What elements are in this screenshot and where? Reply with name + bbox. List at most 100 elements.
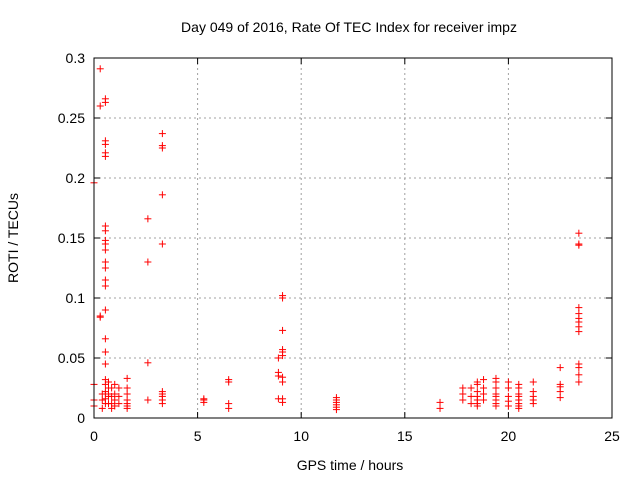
data-point [96,65,104,73]
data-point [101,360,109,368]
data-point [123,384,131,392]
data-point [504,402,512,410]
data-point [467,384,475,392]
data-point [101,152,109,160]
data-point [158,144,166,152]
data-point [575,241,583,249]
data-point [105,378,113,386]
data-point [480,396,488,404]
y-tick-label: 0.2 [66,170,86,186]
data-point [575,371,583,379]
data-point [279,294,287,302]
data-point [96,102,104,110]
data-point [274,354,282,362]
data-point [158,240,166,248]
data-point [144,258,152,266]
data-point [459,390,467,398]
data-point [515,404,523,412]
data-point [473,402,481,410]
data-point [98,404,106,412]
x-tick-label: 15 [397,428,413,444]
x-axis-label: GPS time / hours [297,457,404,473]
data-point [101,306,109,314]
data-point [529,378,537,386]
data-point [504,378,512,386]
y-tick-label: 0.25 [58,110,85,126]
data-point [101,246,109,254]
data-point [492,378,500,386]
data-point [480,376,488,384]
data-point [279,398,287,406]
data-point [115,400,123,408]
data-point [101,98,109,106]
data-point [467,392,475,400]
y-tick-label: 0 [77,410,85,426]
data-point [274,372,282,380]
data-point [556,394,564,402]
y-tick-label: 0.15 [58,230,85,246]
data-point [200,398,208,406]
data-point [111,402,119,410]
data-point [575,304,583,312]
data-point [436,398,444,406]
data-point [556,364,564,372]
data-point [467,400,475,408]
data-point [480,390,488,398]
data-point [101,348,109,356]
data-point [279,378,287,386]
y-tick-label: 0.1 [66,290,86,306]
data-point [101,276,109,284]
x-tick-label: 10 [293,428,309,444]
x-tick-label: 20 [501,428,517,444]
x-tick-label: 5 [194,428,202,444]
data-point [111,380,119,388]
data-point [504,384,512,392]
data-point [144,396,152,404]
data-point [101,140,109,148]
axis-ticks: 0 5 10 15 20 25 0 0.05 0.1 0.15 0.2 0.25 0.3 [58,50,620,444]
data-point [515,384,523,392]
data-point [575,328,583,336]
y-axis-label: ROTI / TECUs [5,193,21,283]
data-point [111,396,119,404]
data-point [158,400,166,408]
data-point [279,352,287,360]
data-point [101,227,109,235]
data-point [279,326,287,334]
data-point [144,359,152,367]
data-point [225,404,233,412]
data-point [101,264,109,272]
data-point [225,378,233,386]
data-point [123,374,131,382]
data-point [332,406,340,414]
plot-frame [93,57,613,419]
data-point [480,384,488,392]
data-point [101,282,109,290]
data-point [492,384,500,392]
data-point [459,396,467,404]
grid-lines [94,58,612,418]
data-point [123,404,131,412]
data-point [556,388,564,396]
x-tick-label: 0 [90,428,98,444]
data-point [529,400,537,408]
x-tick-label: 25 [604,428,620,444]
data-point [123,390,131,398]
data-point [492,402,500,410]
y-tick-label: 0.05 [58,350,85,366]
data-point [436,404,444,412]
data-point [144,215,152,223]
data-point [101,335,109,343]
data-point [473,380,481,388]
data-point [115,384,123,392]
data-point [575,229,583,237]
data-point [575,364,583,372]
data-point [158,130,166,138]
data-point [111,390,119,398]
data-point [98,396,106,404]
y-tick-label: 0.3 [66,50,86,66]
data-point [108,384,116,392]
data-point [101,240,109,248]
data-point [115,392,123,400]
